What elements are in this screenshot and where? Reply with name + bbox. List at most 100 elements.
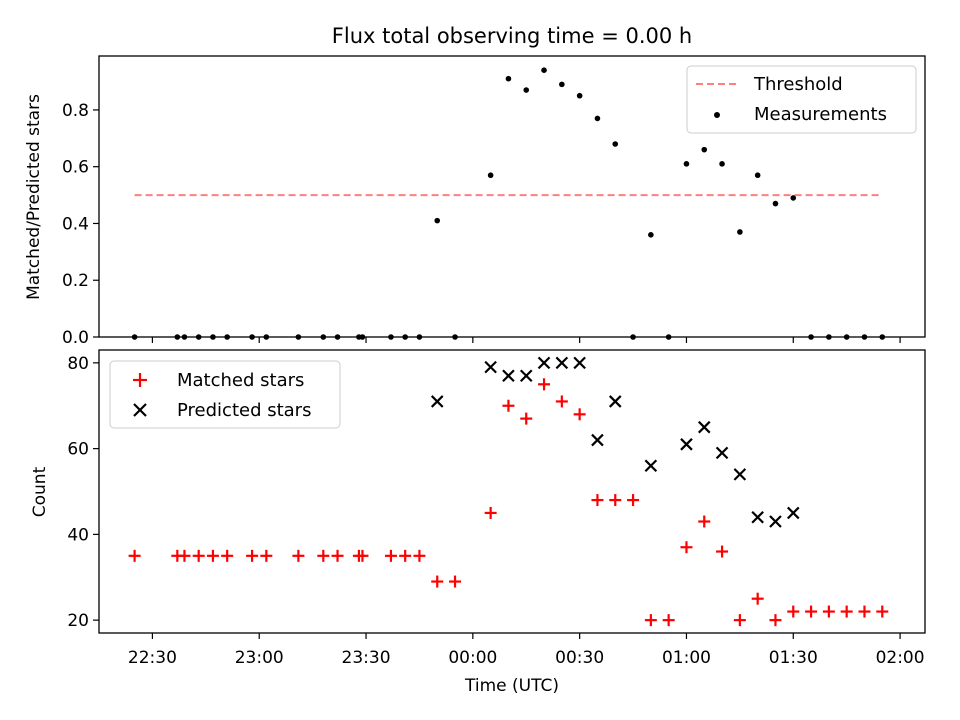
top-x-axis <box>151 337 901 343</box>
bottom-y-axis: 20 40 60 80 <box>67 354 99 631</box>
bottom-panel: 20 40 60 80 22:30 23:00 23:30 00:00 00:30 01:00 0… <box>30 349 926 696</box>
matched-star-point <box>716 545 729 558</box>
bottom-y-tick-label: 40 <box>67 525 89 545</box>
measurement-point <box>594 115 601 122</box>
bottom-x-tick-label: 23:00 <box>235 648 284 668</box>
measurement-point <box>701 146 708 153</box>
bottom-plot-area <box>128 356 889 627</box>
measurement-point <box>541 67 547 73</box>
bottom-x-tick-label: 22:30 <box>128 648 177 668</box>
measurement-point <box>559 81 565 88</box>
legend-measurements-label: Measurements <box>754 104 887 125</box>
top-panel: 0.00.20.40.60.8 Matched/Predicted stars … <box>24 55 926 348</box>
matched-star-point <box>822 605 835 618</box>
top-legend-box <box>686 65 917 134</box>
bottom-legend: Matched stars Predicted stars <box>109 360 341 429</box>
bottom-legend-box <box>109 360 341 429</box>
bottom-x-tick-label: 01:30 <box>769 648 818 668</box>
matched-star-point <box>384 549 397 562</box>
top-legend: Threshold Measurements <box>686 65 917 134</box>
predicted-star-point <box>537 356 551 370</box>
matched-star-point <box>331 549 344 562</box>
measurement-point <box>523 87 530 93</box>
matched-star-point <box>192 549 205 562</box>
matched-star-point <box>260 549 273 562</box>
legend-threshold-label: Threshold <box>753 74 843 95</box>
matched-star-point <box>292 549 305 562</box>
matched-star-point <box>221 549 234 562</box>
bottom-y-axis-label: Count <box>30 466 50 517</box>
predicted-star-point <box>573 356 586 370</box>
predicted-star-point <box>697 420 711 434</box>
measurement-point <box>754 172 761 179</box>
chart-title: Flux total observing time = 0.00 h <box>332 24 692 48</box>
predicted-star-point <box>591 433 604 447</box>
measurement-point <box>434 217 441 224</box>
measurement-point <box>505 75 512 82</box>
top-y-tick-label: 0.2 <box>62 271 89 291</box>
bottom-axes-frame <box>98 349 926 634</box>
top-y-tick-label: 0.0 <box>62 328 89 348</box>
legend-predicted-label: Predicted stars <box>177 400 311 421</box>
bottom-x-tick-label: 00:00 <box>448 648 497 668</box>
measurement-point <box>683 161 690 167</box>
predicted-star-point <box>430 395 444 408</box>
bottom-x-axis-label: Time (UTC) <box>464 676 559 696</box>
matched-star-point <box>662 614 675 627</box>
matched-star-point <box>840 605 853 618</box>
top-y-axis-label: Matched/Predicted stars <box>24 94 44 300</box>
predicted-star-point <box>484 360 497 374</box>
matched-star-point <box>399 549 412 562</box>
matched-star-point <box>484 506 497 519</box>
matched-star-point <box>680 541 693 554</box>
predicted-star-point <box>751 510 764 524</box>
measurement-point <box>772 200 779 207</box>
top-axes-frame <box>98 55 926 338</box>
top-y-tick-label: 0.4 <box>62 214 89 234</box>
matched-star-point <box>206 549 219 562</box>
measurement-point <box>719 161 725 167</box>
predicted-star-point <box>786 506 800 520</box>
predicted-star-point <box>680 438 693 451</box>
bottom-x-tick-label: 00:30 <box>555 648 604 668</box>
bottom-y-tick-label: 20 <box>67 611 89 631</box>
legend-measurements-swatch <box>714 112 720 118</box>
predicted-star-point <box>644 459 658 473</box>
matched-star-point <box>573 408 586 421</box>
bottom-x-tick-label: 02:00 <box>876 648 925 668</box>
matched-star-point <box>128 549 141 562</box>
legend-predicted-swatch <box>133 403 147 417</box>
bottom-x-tick-label: 23:30 <box>342 648 391 668</box>
predicted-star-point <box>715 446 729 460</box>
matched-star-point <box>449 575 462 588</box>
top-y-tick-label: 0.8 <box>62 101 89 121</box>
legend-matched-swatch <box>133 373 147 387</box>
predicted-star-point <box>769 515 782 528</box>
matched-star-point <box>520 412 533 425</box>
measurement-point <box>612 141 619 147</box>
matched-star-point <box>178 549 191 562</box>
measurement-point <box>790 195 797 201</box>
matched-star-point <box>591 494 604 507</box>
matched-star-point <box>751 592 764 605</box>
top-y-tick-label: 0.6 <box>62 158 89 178</box>
predicted-star-point <box>608 395 622 408</box>
bottom-x-axis: 22:30 23:00 23:30 00:00 00:30 01:00 01:30 02:00 <box>128 633 925 668</box>
matched-star-point <box>876 605 889 618</box>
measurement-point <box>487 172 494 179</box>
matched-star-point <box>787 605 800 618</box>
predicted-star-point <box>519 369 533 383</box>
matched-star-point <box>609 494 622 507</box>
predicted-star-point <box>733 468 747 481</box>
matched-star-point <box>858 605 871 618</box>
matched-star-point <box>769 614 782 627</box>
matched-star-point <box>555 395 568 408</box>
matched-star-point <box>413 549 426 562</box>
matched-star-point <box>733 614 746 627</box>
legend-matched-label: Matched stars <box>177 370 304 391</box>
matched-star-point <box>644 614 657 627</box>
bottom-y-tick-label: 80 <box>67 354 89 374</box>
predicted-star-point <box>502 369 515 383</box>
top-y-axis: 0.0 0.2 0.4 0.6 0.8 <box>62 101 99 348</box>
